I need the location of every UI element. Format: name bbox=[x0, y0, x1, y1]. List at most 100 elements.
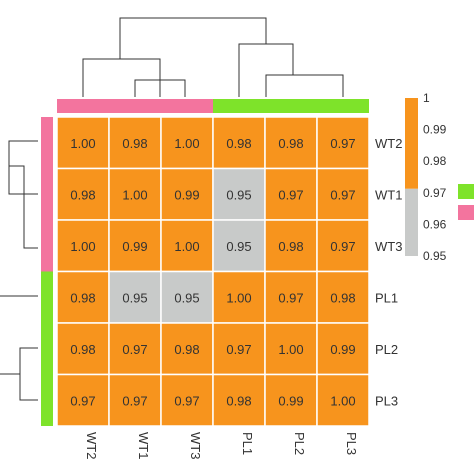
cell-value-label: 0.98 bbox=[174, 342, 199, 357]
scale-high-band bbox=[405, 98, 418, 189]
column-group-bar bbox=[57, 99, 369, 113]
row-label: WT2 bbox=[375, 136, 402, 151]
row-label: PL2 bbox=[375, 342, 398, 357]
heatmap-cell-r0-c2 bbox=[160, 116, 214, 170]
cell-value-label: 0.95 bbox=[226, 187, 251, 202]
heatmap-cell-r4-c0 bbox=[56, 322, 110, 376]
column-group-cell bbox=[109, 99, 161, 113]
column-label: WT2 bbox=[84, 432, 99, 459]
scale-tick-label: 0.99 bbox=[423, 123, 447, 137]
heatmap-cell-r2-c2 bbox=[160, 219, 214, 273]
heatmap-cell-r0-c5 bbox=[316, 116, 370, 170]
group-legend-swatch bbox=[458, 205, 474, 220]
heatmap-cell-r2-c3 bbox=[212, 219, 266, 273]
column-group-cell bbox=[213, 99, 265, 113]
row-group-cell bbox=[41, 168, 53, 220]
heatmap-cell-r4-c1 bbox=[108, 322, 162, 376]
dendrogram-link bbox=[9, 165, 38, 249]
heatmap-cell-r5-c5 bbox=[316, 373, 370, 427]
column-label: WT3 bbox=[188, 432, 203, 459]
scale-tick-label: 0.95 bbox=[423, 249, 447, 263]
column-label: PL2 bbox=[292, 432, 307, 455]
row-label: WT1 bbox=[375, 187, 402, 202]
cell-value-label: 0.98 bbox=[278, 239, 303, 254]
heatmap-cell-r3-c2 bbox=[160, 270, 214, 324]
column-group-cell bbox=[57, 99, 109, 113]
cell-value-label: 0.99 bbox=[122, 239, 147, 254]
heatmap-cell-r1-c2 bbox=[160, 167, 214, 221]
cell-value-label: 1.00 bbox=[226, 290, 251, 305]
group-legend-swatch bbox=[458, 184, 474, 199]
column-labels: WT2 WT1 WT3 PL1 PL2 PL3 bbox=[84, 432, 359, 459]
cell-value-label: 1.00 bbox=[330, 393, 355, 408]
heatmap-cell-r5-c3 bbox=[212, 373, 266, 427]
cell-value-label: 0.98 bbox=[70, 342, 95, 357]
row-group-cell bbox=[41, 271, 53, 323]
row-group-bar bbox=[41, 117, 53, 426]
row-label: WT3 bbox=[375, 239, 402, 254]
dendrogram-link bbox=[119, 17, 267, 59]
cell-value-label: 0.95 bbox=[122, 290, 147, 305]
cell-value-label: 0.98 bbox=[70, 187, 95, 202]
scale-tick-label: 0.97 bbox=[423, 186, 447, 200]
cell-value-label: 0.95 bbox=[174, 290, 199, 305]
cell-value-label: 0.97 bbox=[278, 290, 303, 305]
row-labels: WT2 WT1 WT3 PL1 PL2 PL3 bbox=[375, 136, 402, 409]
heatmap-cell-r1-c5 bbox=[316, 167, 370, 221]
column-group-cell bbox=[161, 99, 213, 113]
cell-value-label: 1.00 bbox=[70, 239, 95, 254]
cell-value-label: 0.98 bbox=[122, 136, 147, 151]
dendrogram-link bbox=[134, 79, 186, 97]
heatmap-cell-r3-c3 bbox=[212, 270, 266, 324]
heatmap-cell-r4-c5 bbox=[316, 322, 370, 376]
cell-value-label: 0.97 bbox=[330, 239, 355, 254]
column-group-cell bbox=[265, 99, 317, 113]
cell-value-label: 1.00 bbox=[174, 239, 199, 254]
cell-value-label: 0.98 bbox=[278, 136, 303, 151]
cell-value-label: 0.97 bbox=[330, 136, 355, 151]
heatmap-cell-r4-c2 bbox=[160, 322, 214, 376]
heatmap-cell-r3-c0 bbox=[56, 270, 110, 324]
row-label: PL1 bbox=[375, 290, 398, 305]
heatmap-cell-r5-c4 bbox=[264, 373, 318, 427]
column-label: WT1 bbox=[136, 432, 151, 459]
cell-value-label: 0.97 bbox=[330, 187, 355, 202]
cell-value-label: 1.00 bbox=[174, 136, 199, 151]
heatmap-cell-r1-c4 bbox=[264, 167, 318, 221]
scale-tick-label: 0.96 bbox=[423, 217, 447, 231]
heatmap-cell-r2-c0 bbox=[56, 219, 110, 273]
group-legend bbox=[458, 184, 474, 220]
cell-value-label: 0.98 bbox=[70, 290, 95, 305]
cell-value-label: 0.97 bbox=[278, 187, 303, 202]
cell-value-label: 0.97 bbox=[174, 393, 199, 408]
cell-value-label: 1.00 bbox=[278, 342, 303, 357]
dendrogram-link bbox=[82, 58, 161, 97]
cell-value-label: 0.98 bbox=[330, 290, 355, 305]
heatmap-cell-r5-c1 bbox=[108, 373, 162, 427]
dendrogram-link bbox=[19, 347, 38, 401]
column-group-cell bbox=[317, 99, 369, 113]
column-label: PL1 bbox=[240, 432, 255, 455]
column-label: PL3 bbox=[344, 432, 359, 455]
heatmap-cell-r4-c4 bbox=[264, 322, 318, 376]
row-label: PL3 bbox=[375, 393, 398, 408]
color-scale-legend: 1 0.99 0.98 0.97 0.96 0.95 bbox=[405, 91, 447, 263]
dendrogram-link bbox=[265, 74, 344, 97]
row-group-cell bbox=[41, 323, 53, 375]
cell-value-label: 1.00 bbox=[70, 136, 95, 151]
scale-tick-label: 0.98 bbox=[423, 154, 447, 168]
cell-value-label: 0.99 bbox=[330, 342, 355, 357]
cell-value-label: 0.97 bbox=[122, 393, 147, 408]
cell-value-label: 0.99 bbox=[174, 187, 199, 202]
cell-value-label: 1.00 bbox=[122, 187, 147, 202]
heatmap-cell-r0-c4 bbox=[264, 116, 318, 170]
heatmap-cell-r2-c5 bbox=[316, 219, 370, 273]
row-group-cell bbox=[41, 117, 53, 169]
scale-low-band bbox=[405, 188, 418, 256]
row-group-cell bbox=[41, 374, 53, 426]
cell-value-label: 0.97 bbox=[122, 342, 147, 357]
heatmap-cell-r1-c0 bbox=[56, 167, 110, 221]
heatmap-cell-r3-c1 bbox=[108, 270, 162, 324]
cell-value-label: 0.97 bbox=[70, 393, 95, 408]
